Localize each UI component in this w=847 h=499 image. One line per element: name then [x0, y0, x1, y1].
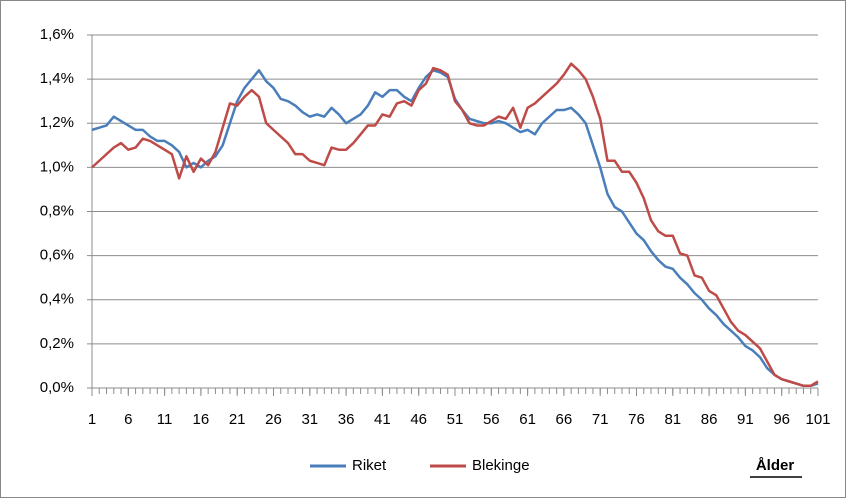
y-tick-label: 0,2% — [40, 335, 74, 352]
x-tick-label: 61 — [519, 411, 536, 428]
x-tick-label: 96 — [773, 411, 790, 428]
x-tick-label: 36 — [338, 411, 355, 428]
y-tick-label: 1,4% — [40, 70, 74, 87]
x-tick-label: 16 — [193, 411, 210, 428]
y-tick-label: 0,0% — [40, 379, 74, 396]
x-tick-label: 56 — [483, 411, 500, 428]
x-axis-label: Ålder — [756, 457, 795, 474]
x-tick-label: 81 — [664, 411, 681, 428]
x-tick-label: 91 — [737, 411, 754, 428]
x-tick-label: 11 — [157, 411, 173, 428]
y-tick-label: 0,6% — [40, 247, 74, 264]
y-tick-label: 0,8% — [40, 202, 74, 219]
x-tick-label: 1 — [88, 411, 96, 428]
x-tick-label: 86 — [701, 411, 718, 428]
legend-label: Blekinge — [472, 457, 530, 474]
x-tick-label: 101 — [805, 411, 830, 428]
x-tick-label: 76 — [628, 411, 645, 428]
x-tick-label: 41 — [374, 411, 391, 428]
x-tick-label: 6 — [124, 411, 132, 428]
series-line — [91, 62, 819, 388]
y-tick-label: 1,6% — [40, 26, 74, 43]
x-tick-label: 21 — [229, 411, 246, 428]
legend-label: Riket — [352, 457, 387, 474]
x-tick-label: 71 — [592, 411, 609, 428]
x-tick-label: 26 — [265, 411, 282, 428]
x-tick-label: 66 — [556, 411, 573, 428]
y-tick-label: 1,2% — [40, 114, 74, 131]
y-tick-label: 0,4% — [40, 291, 74, 308]
x-tick-label: 31 — [301, 411, 318, 428]
y-tick-label: 1,0% — [40, 158, 74, 175]
x-tick-label: 46 — [410, 411, 427, 428]
x-tick-label: 51 — [447, 411, 464, 428]
